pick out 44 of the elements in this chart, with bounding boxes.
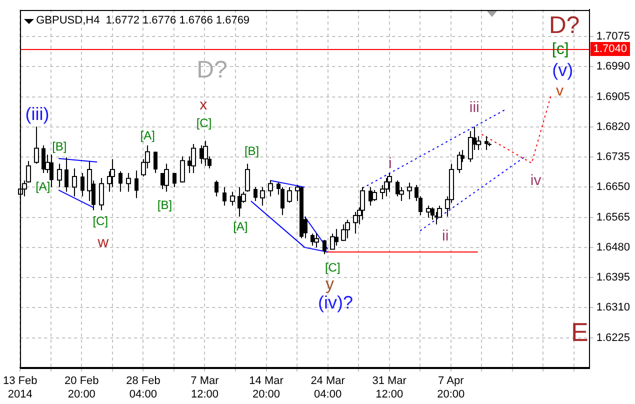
annotation: E xyxy=(571,317,588,348)
y-tick-label: 1.6225 xyxy=(596,332,630,344)
y-tick-label: 1.6395 xyxy=(596,272,630,284)
y-tick-label: 1.6565 xyxy=(596,211,630,224)
annotation: [B] xyxy=(157,198,172,212)
annotation: [B] xyxy=(244,144,260,158)
annotation: [C] xyxy=(324,260,340,274)
text: GBPUSD,H4 1.6772 1.6776 1.6766 1.6769 xyxy=(36,14,250,27)
annotation: [C] xyxy=(196,116,212,130)
y-tick-label: 1.6735 xyxy=(596,151,630,164)
annotation: v xyxy=(556,82,564,100)
ref-line-label: 1.7040 xyxy=(593,42,628,55)
annotation: D? xyxy=(548,12,580,40)
annotation: w xyxy=(96,234,109,252)
x-tick-label: 7 Apr 20:00 xyxy=(437,375,465,400)
annotation: [A] xyxy=(233,220,248,234)
annotation: (iii) xyxy=(25,104,50,124)
annotation: y xyxy=(326,274,335,294)
y-tick-label: 1.6650 xyxy=(596,181,630,194)
annotation: iii xyxy=(469,99,480,116)
annotation: (iv)? xyxy=(318,292,353,312)
x-tick-label: 7 Mar 12:00 xyxy=(190,375,220,400)
annotation: [A] xyxy=(140,128,155,142)
annotation: (v) xyxy=(552,60,574,80)
y-tick-label: 1.7075 xyxy=(596,30,630,43)
annotation: ii xyxy=(442,228,449,245)
y-tick-label: 1.6310 xyxy=(596,302,630,314)
annotation: i xyxy=(388,155,392,172)
y-tick-label: 1.6905 xyxy=(596,90,630,103)
y-tick-label: 1.6990 xyxy=(596,60,630,73)
y-tick-label: 1.6820 xyxy=(596,120,630,133)
x-tick-label: 28 Feb 04:00 xyxy=(126,375,160,400)
annotation: iv xyxy=(530,172,542,189)
annotation: [C] xyxy=(92,214,108,228)
annotation: [A] xyxy=(36,179,50,194)
y-tick-label: 1.6480 xyxy=(596,241,630,254)
x-tick-label: 31 Mar 12:00 xyxy=(372,375,407,400)
annotation: x xyxy=(200,96,208,114)
x-tick-label: 14 Mar 20:00 xyxy=(249,375,284,400)
annotation: [B] xyxy=(52,139,67,154)
annotation: D? xyxy=(196,56,228,84)
x-tick-label: 13 Feb 2014 xyxy=(3,375,38,400)
x-tick-label: 24 Mar 04:00 xyxy=(310,375,346,400)
x-tick-label: 20 Feb 20:00 xyxy=(64,375,99,400)
